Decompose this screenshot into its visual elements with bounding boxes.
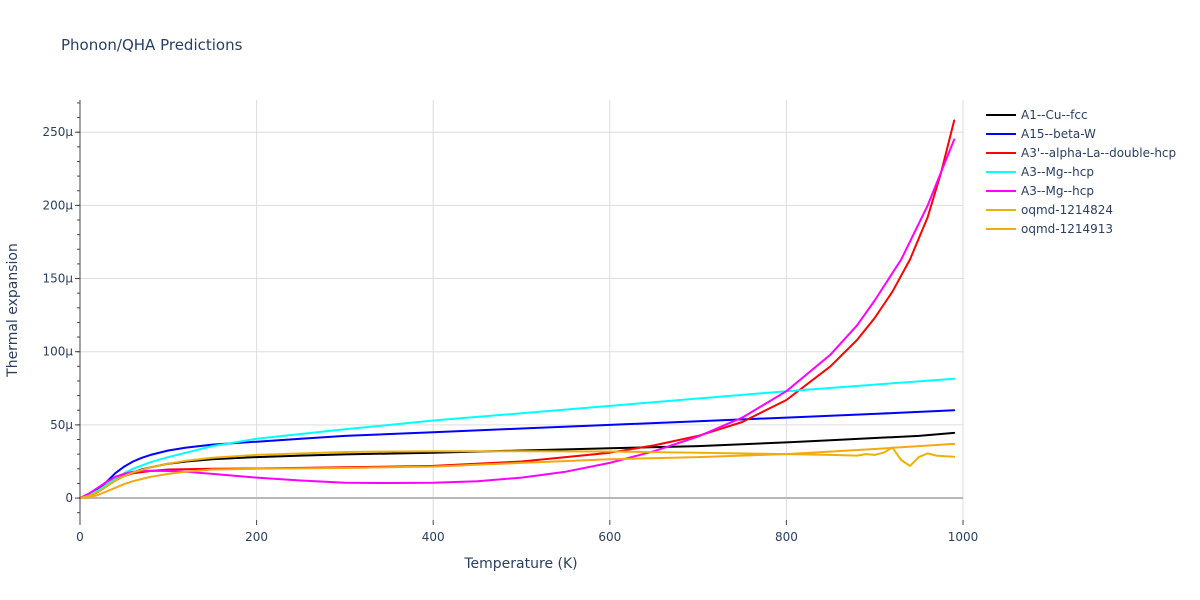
x-tick-label: 200	[245, 530, 268, 544]
chart-title: Phonon/QHA Predictions	[61, 36, 243, 54]
x-tick-label: 800	[775, 530, 798, 544]
series-line	[79, 138, 956, 499]
legend-item[interactable]: A3'--alpha-La--double-hcp	[986, 146, 1176, 160]
legend-item[interactable]: oqmd-1214913	[986, 222, 1113, 236]
series-line	[79, 442, 956, 499]
series-line	[79, 431, 956, 499]
legend-label: A3--Mg--hcp	[1021, 184, 1094, 198]
legend-label: A1--Cu--fcc	[1021, 108, 1088, 122]
x-tick-label: 0	[76, 530, 84, 544]
axes	[75, 100, 964, 525]
plot-lines	[79, 119, 956, 499]
x-tick-labels: 0 200 400 600 800 1000	[76, 530, 978, 544]
legend-label: oqmd-1214913	[1021, 222, 1113, 236]
legend-label: A3'--alpha-La--double-hcp	[1021, 146, 1176, 160]
legend-item[interactable]: A3--Mg--hcp	[986, 184, 1094, 198]
y-tick-label: 200μ	[42, 198, 73, 212]
y-axis-title: Thermal expansion	[5, 243, 21, 378]
legend-item[interactable]: A1--Cu--fcc	[986, 108, 1088, 122]
series-line	[79, 377, 956, 499]
legend-item[interactable]: A15--beta-W	[986, 127, 1096, 141]
legend[interactable]: A1--Cu--fcc A15--beta-W A3'--alpha-La--dou…	[986, 108, 1176, 236]
legend-label: oqmd-1214824	[1021, 203, 1113, 217]
y-tick-label: 150μ	[42, 272, 73, 286]
x-tick-label: 600	[598, 530, 621, 544]
grid	[80, 100, 964, 520]
x-tick-label: 1000	[948, 530, 979, 544]
legend-label: A15--beta-W	[1021, 127, 1096, 141]
series-line	[79, 446, 956, 499]
y-tick-label: 250μ	[42, 125, 73, 139]
y-tick-labels: 0 50μ 100μ 150μ 200μ 250μ	[42, 125, 73, 505]
x-axis-title: Temperature (K)	[463, 556, 577, 572]
y-tick-label: 0	[65, 491, 73, 505]
y-tick-label: 100μ	[42, 345, 73, 359]
legend-item[interactable]: A3--Mg--hcp	[986, 165, 1094, 179]
x-tick-label: 400	[422, 530, 445, 544]
series-line	[79, 409, 956, 499]
legend-item[interactable]: oqmd-1214824	[986, 203, 1113, 217]
legend-label: A3--Mg--hcp	[1021, 165, 1094, 179]
y-tick-label: 50μ	[50, 418, 73, 432]
